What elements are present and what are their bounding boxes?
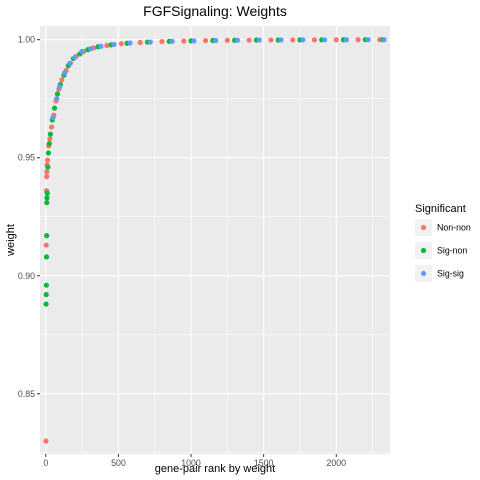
data-point-non-non bbox=[49, 124, 55, 130]
data-point-sig-non bbox=[51, 105, 58, 111]
data-point-sig-non bbox=[43, 301, 49, 307]
data-point-sig-sig bbox=[191, 38, 197, 44]
data-point-sig-sig bbox=[57, 84, 63, 90]
data-point-sig-non bbox=[43, 292, 49, 298]
data-point-non-non bbox=[44, 174, 50, 180]
data-point-sig-sig bbox=[147, 39, 153, 45]
data-point-sig-non bbox=[44, 195, 50, 201]
data-point-non-non bbox=[181, 38, 187, 44]
data-point-non-non bbox=[202, 38, 209, 44]
plot-panel bbox=[40, 26, 390, 454]
x-tick-label: 500 bbox=[111, 458, 126, 468]
data-point-sig-sig bbox=[79, 48, 85, 55]
data-point-non-non bbox=[224, 37, 230, 44]
data-point-sig-sig bbox=[54, 96, 60, 102]
chart-title: FGFSignaling: Weights bbox=[143, 3, 287, 19]
data-point-sig-sig bbox=[111, 41, 117, 48]
data-point-sig-non bbox=[43, 282, 49, 288]
data-point-non-non bbox=[159, 38, 165, 45]
data-points bbox=[43, 37, 387, 444]
data-point-sig-non bbox=[47, 131, 54, 137]
data-point-non-non bbox=[118, 41, 124, 47]
data-point-sig-sig bbox=[381, 37, 387, 43]
legend-label: Non-non bbox=[437, 223, 471, 233]
grid-minor bbox=[40, 26, 390, 454]
data-point-sig-non bbox=[44, 190, 50, 196]
data-point-sig-non bbox=[45, 150, 52, 156]
data-point-sig-sig bbox=[62, 70, 68, 76]
legend: Significant Non-non Sig-non Sig-sig bbox=[415, 203, 471, 282]
data-point-non-non bbox=[268, 37, 274, 43]
x-tick-label: 2000 bbox=[326, 458, 346, 468]
legend-label: Sig-non bbox=[437, 246, 467, 256]
data-point-sig-sig bbox=[322, 37, 328, 43]
data-point-non-non bbox=[246, 37, 252, 43]
data-point-sig-sig bbox=[256, 37, 262, 43]
x-tick-label: 1500 bbox=[254, 458, 274, 468]
y-tick-label: 0.85 bbox=[18, 389, 35, 399]
legend-swatch-sig-sig bbox=[420, 270, 427, 277]
data-point-sig-sig bbox=[234, 37, 241, 43]
data-point-sig-sig bbox=[213, 37, 219, 44]
data-point-sig-non bbox=[44, 199, 50, 206]
y-tick-label: 0.95 bbox=[18, 153, 35, 163]
data-point-sig-sig bbox=[50, 114, 56, 121]
data-point-sig-non bbox=[45, 164, 51, 170]
data-point-sig-sig bbox=[67, 60, 73, 66]
data-point-sig-sig bbox=[169, 38, 175, 44]
data-point-non-non bbox=[43, 242, 49, 248]
data-point-sig-sig bbox=[300, 37, 306, 43]
data-point-non-non bbox=[104, 42, 110, 49]
data-point-sig-sig bbox=[88, 46, 94, 52]
data-point-sig-sig bbox=[98, 43, 104, 49]
data-point-non-non bbox=[59, 77, 65, 83]
x-tick-label: 1000 bbox=[181, 458, 201, 468]
data-point-non-non bbox=[43, 438, 49, 444]
x-axis-title: gene-pair rank by weight bbox=[155, 463, 275, 475]
legend-title: Significant bbox=[415, 203, 466, 215]
data-point-non-non bbox=[44, 157, 51, 163]
data-point-non-non bbox=[311, 37, 318, 43]
y-axis-title: weight bbox=[5, 224, 17, 257]
data-point-non-non bbox=[355, 37, 361, 43]
data-point-non-non bbox=[47, 136, 53, 142]
legend-swatch-non-non bbox=[420, 224, 427, 231]
data-point-sig-non bbox=[44, 233, 50, 239]
data-point-sig-non bbox=[54, 91, 61, 97]
data-point-non-non bbox=[137, 39, 143, 46]
data-point-sig-sig bbox=[343, 37, 350, 43]
y-tick-label: 1.00 bbox=[18, 35, 35, 45]
x-tick-label: 0 bbox=[43, 458, 48, 468]
data-point-non-non bbox=[333, 37, 339, 43]
data-point-sig-non bbox=[46, 140, 52, 147]
y-tick-label: 0.90 bbox=[18, 271, 35, 281]
data-point-sig-sig bbox=[127, 40, 133, 46]
data-point-non-non bbox=[290, 37, 296, 43]
data-point-sig-sig bbox=[278, 37, 284, 43]
legend-swatch-sig-non bbox=[420, 247, 427, 254]
data-point-sig-sig bbox=[365, 37, 371, 43]
legend-label: Sig-sig bbox=[437, 269, 464, 279]
y-axis: 0.85 0.90 0.95 1.00 bbox=[18, 35, 40, 399]
data-point-sig-sig bbox=[72, 54, 78, 60]
x-axis: 0 500 1000 1500 2000 bbox=[43, 454, 346, 468]
data-point-non-non bbox=[44, 169, 50, 175]
data-point-sig-non bbox=[43, 254, 50, 260]
